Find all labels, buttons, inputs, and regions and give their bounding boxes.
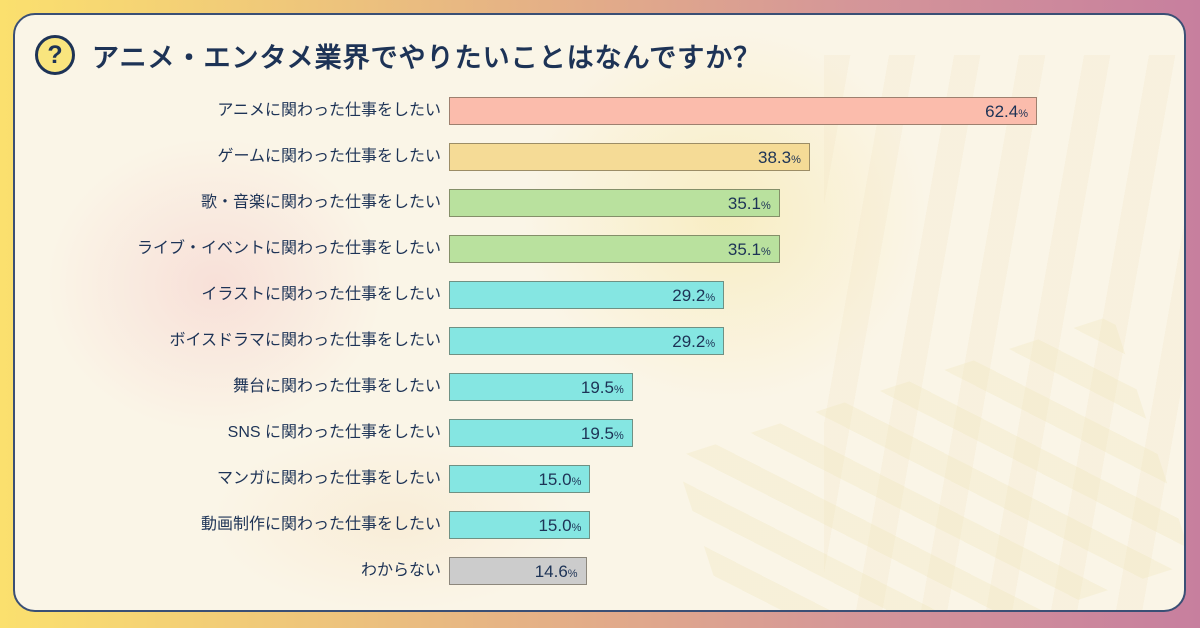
bar: 35.1% (449, 189, 780, 217)
bar-track: 19.5% (449, 419, 1037, 447)
category-label: 動画制作に関わった仕事をしたい (200, 516, 441, 533)
category-label: ゲームに関わった仕事をしたい (217, 148, 441, 165)
bar: 14.6% (449, 557, 587, 585)
chart-row: 舞台に関わった仕事をしたい 19.5% (35, 373, 1160, 401)
bar-track: 29.2% (449, 327, 1037, 355)
value-label: 38.3% (758, 147, 801, 167)
bar-track: 35.1% (449, 189, 1037, 217)
bar: 19.5% (449, 419, 633, 447)
value-label: 29.2% (672, 331, 716, 351)
bar-track: 29.2% (449, 281, 1037, 309)
value-label: 19.5% (580, 423, 624, 443)
bar: 15.0% (449, 465, 591, 493)
bar-track: 15.0% (449, 511, 1037, 539)
bar-chart: アニメに関わった仕事をしたい 62.4% ゲームに関わった仕事をしたい 38.3% 歌・… (35, 97, 1160, 585)
category-label: アニメに関わった仕事をしたい (217, 102, 441, 119)
bar: 19.5% (449, 373, 633, 401)
bar-track: 19.5% (449, 373, 1037, 401)
bar: 38.3% (449, 143, 810, 171)
category-label: ライブ・イベントに関わった仕事をしたい (136, 240, 441, 257)
bar-track: 38.3% (449, 143, 1037, 171)
chart-row: 歌・音楽に関わった仕事をしたい 35.1% (35, 189, 1160, 217)
category-label: ボイスドラマに関わった仕事をしたい (169, 332, 441, 349)
chart-row: SNS に関わった仕事をしたい 19.5% (35, 419, 1160, 447)
bar-track: 62.4% (449, 97, 1037, 125)
chart-row: イラストに関わった仕事をしたい 29.2% (35, 281, 1160, 309)
bar: 29.2% (449, 327, 725, 355)
category-label: イラストに関わった仕事をしたい (201, 286, 441, 303)
bar-track: 14.6% (449, 557, 1037, 585)
value-label: 35.1% (727, 239, 771, 259)
header: ? アニメ・エンタメ業界でやりたいことはなんですか？ (35, 35, 1160, 75)
category-label: 舞台に関わった仕事をしたい (232, 378, 441, 395)
category-label: SNS に関わった仕事をしたい (227, 424, 441, 441)
value-label: 15.0% (538, 515, 582, 535)
chart-row: アニメに関わった仕事をしたい 62.4% (35, 97, 1160, 125)
value-label: 35.1% (727, 193, 771, 213)
page-title: アニメ・エンタメ業界でやりたいことはなんですか？ (92, 42, 762, 73)
bar: 29.2% (449, 281, 725, 309)
value-label: 14.6% (534, 561, 578, 581)
chart-row: マンガに関わった仕事をしたい 15.0% (35, 465, 1160, 493)
chart-row: ボイスドラマに関わった仕事をしたい 29.2% (35, 327, 1160, 355)
category-label: マンガに関わった仕事をしたい (216, 470, 441, 487)
question-icon: ? (35, 35, 75, 75)
category-label: 歌・音楽に関わった仕事をしたい (200, 194, 441, 211)
value-label: 29.2% (672, 285, 716, 305)
chart-row: 動画制作に関わった仕事をしたい 15.0% (35, 511, 1160, 539)
survey-card: ? アニメ・エンタメ業界でやりたいことはなんですか？ アニメに関わった仕事をした… (13, 13, 1186, 612)
bar: 15.0% (449, 511, 591, 539)
bar-track: 15.0% (449, 465, 1037, 493)
bar: 62.4% (449, 97, 1037, 125)
chart-row: わからない 14.6% (35, 557, 1160, 585)
value-label: 62.4% (985, 101, 1028, 121)
value-label: 15.0% (538, 469, 582, 489)
value-label: 19.5% (580, 377, 624, 397)
chart-row: ライブ・イベントに関わった仕事をしたい 35.1% (35, 235, 1160, 263)
chart-row: ゲームに関わった仕事をしたい 38.3% (35, 143, 1160, 171)
category-label: わからない (360, 562, 441, 579)
bar-track: 35.1% (449, 235, 1037, 263)
bar: 35.1% (449, 235, 780, 263)
